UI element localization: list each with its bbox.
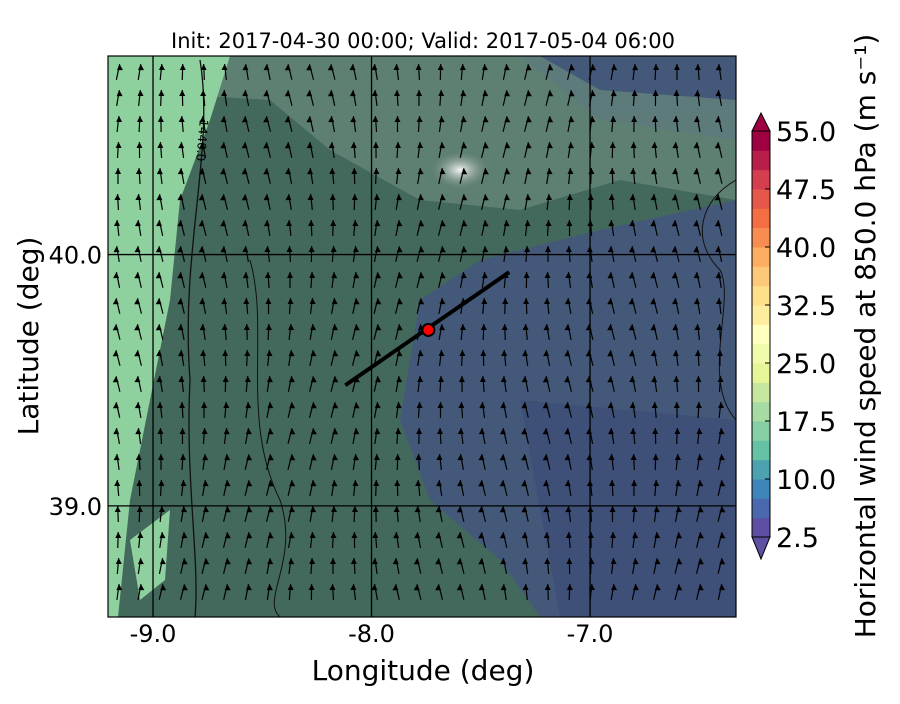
colorbar-band xyxy=(752,344,770,364)
colorbar-tick-label: 10.0 xyxy=(776,465,836,496)
chart-title: Init: 2017-04-30 00:00; Valid: 2017-05-0… xyxy=(171,29,675,53)
colorbar-band xyxy=(752,247,770,267)
colorbar-band xyxy=(752,363,770,383)
colorbar-band xyxy=(752,131,770,151)
colorbar-band xyxy=(752,266,770,286)
colorbar-band xyxy=(752,440,770,460)
colorbar-tick-label: 32.5 xyxy=(776,291,836,322)
colorbar-band xyxy=(752,382,770,402)
colorbar-extend-top xyxy=(752,113,770,131)
colorbar-band xyxy=(752,189,770,209)
section-point xyxy=(422,324,434,336)
colorbar-tick-label: 47.5 xyxy=(776,175,836,206)
colorbar-band xyxy=(752,208,770,228)
colorbar-tick-label: 2.5 xyxy=(776,523,819,554)
y-tick-label: 39.0 xyxy=(49,493,102,521)
colorbar-band xyxy=(752,150,770,170)
colorbar-band xyxy=(752,324,770,344)
colorbar-band xyxy=(752,421,770,441)
colorbar-tick-label: 55.0 xyxy=(776,117,836,148)
y-axis-label: Latitude (deg) xyxy=(12,237,45,436)
colorbar-band xyxy=(752,286,770,306)
colorbar-band xyxy=(752,460,770,480)
colorbar-band xyxy=(752,170,770,190)
colorbar-extend-bottom xyxy=(752,537,770,559)
colorbar-band xyxy=(752,479,770,499)
y-tick-label: 40.0 xyxy=(49,242,102,270)
x-tick-label: -7.0 xyxy=(567,620,614,648)
colorbar-label: Horizontal wind speed at 850.0 hPa (m s⁻… xyxy=(849,34,882,639)
colorbar-band xyxy=(752,228,770,248)
colorbar-band xyxy=(752,518,770,538)
x-axis-label: Longitude (deg) xyxy=(312,654,535,687)
colorbar-band xyxy=(752,305,770,325)
colorbar-tick-label: 17.5 xyxy=(776,407,836,438)
x-tick-label: -8.0 xyxy=(348,620,395,648)
colorbar-tick-label: 40.0 xyxy=(776,233,836,264)
colorbar-tick-label: 25.0 xyxy=(776,349,836,380)
x-tick-label: -9.0 xyxy=(130,620,177,648)
colorbar-band xyxy=(752,498,770,518)
colorbar-band xyxy=(752,402,770,422)
